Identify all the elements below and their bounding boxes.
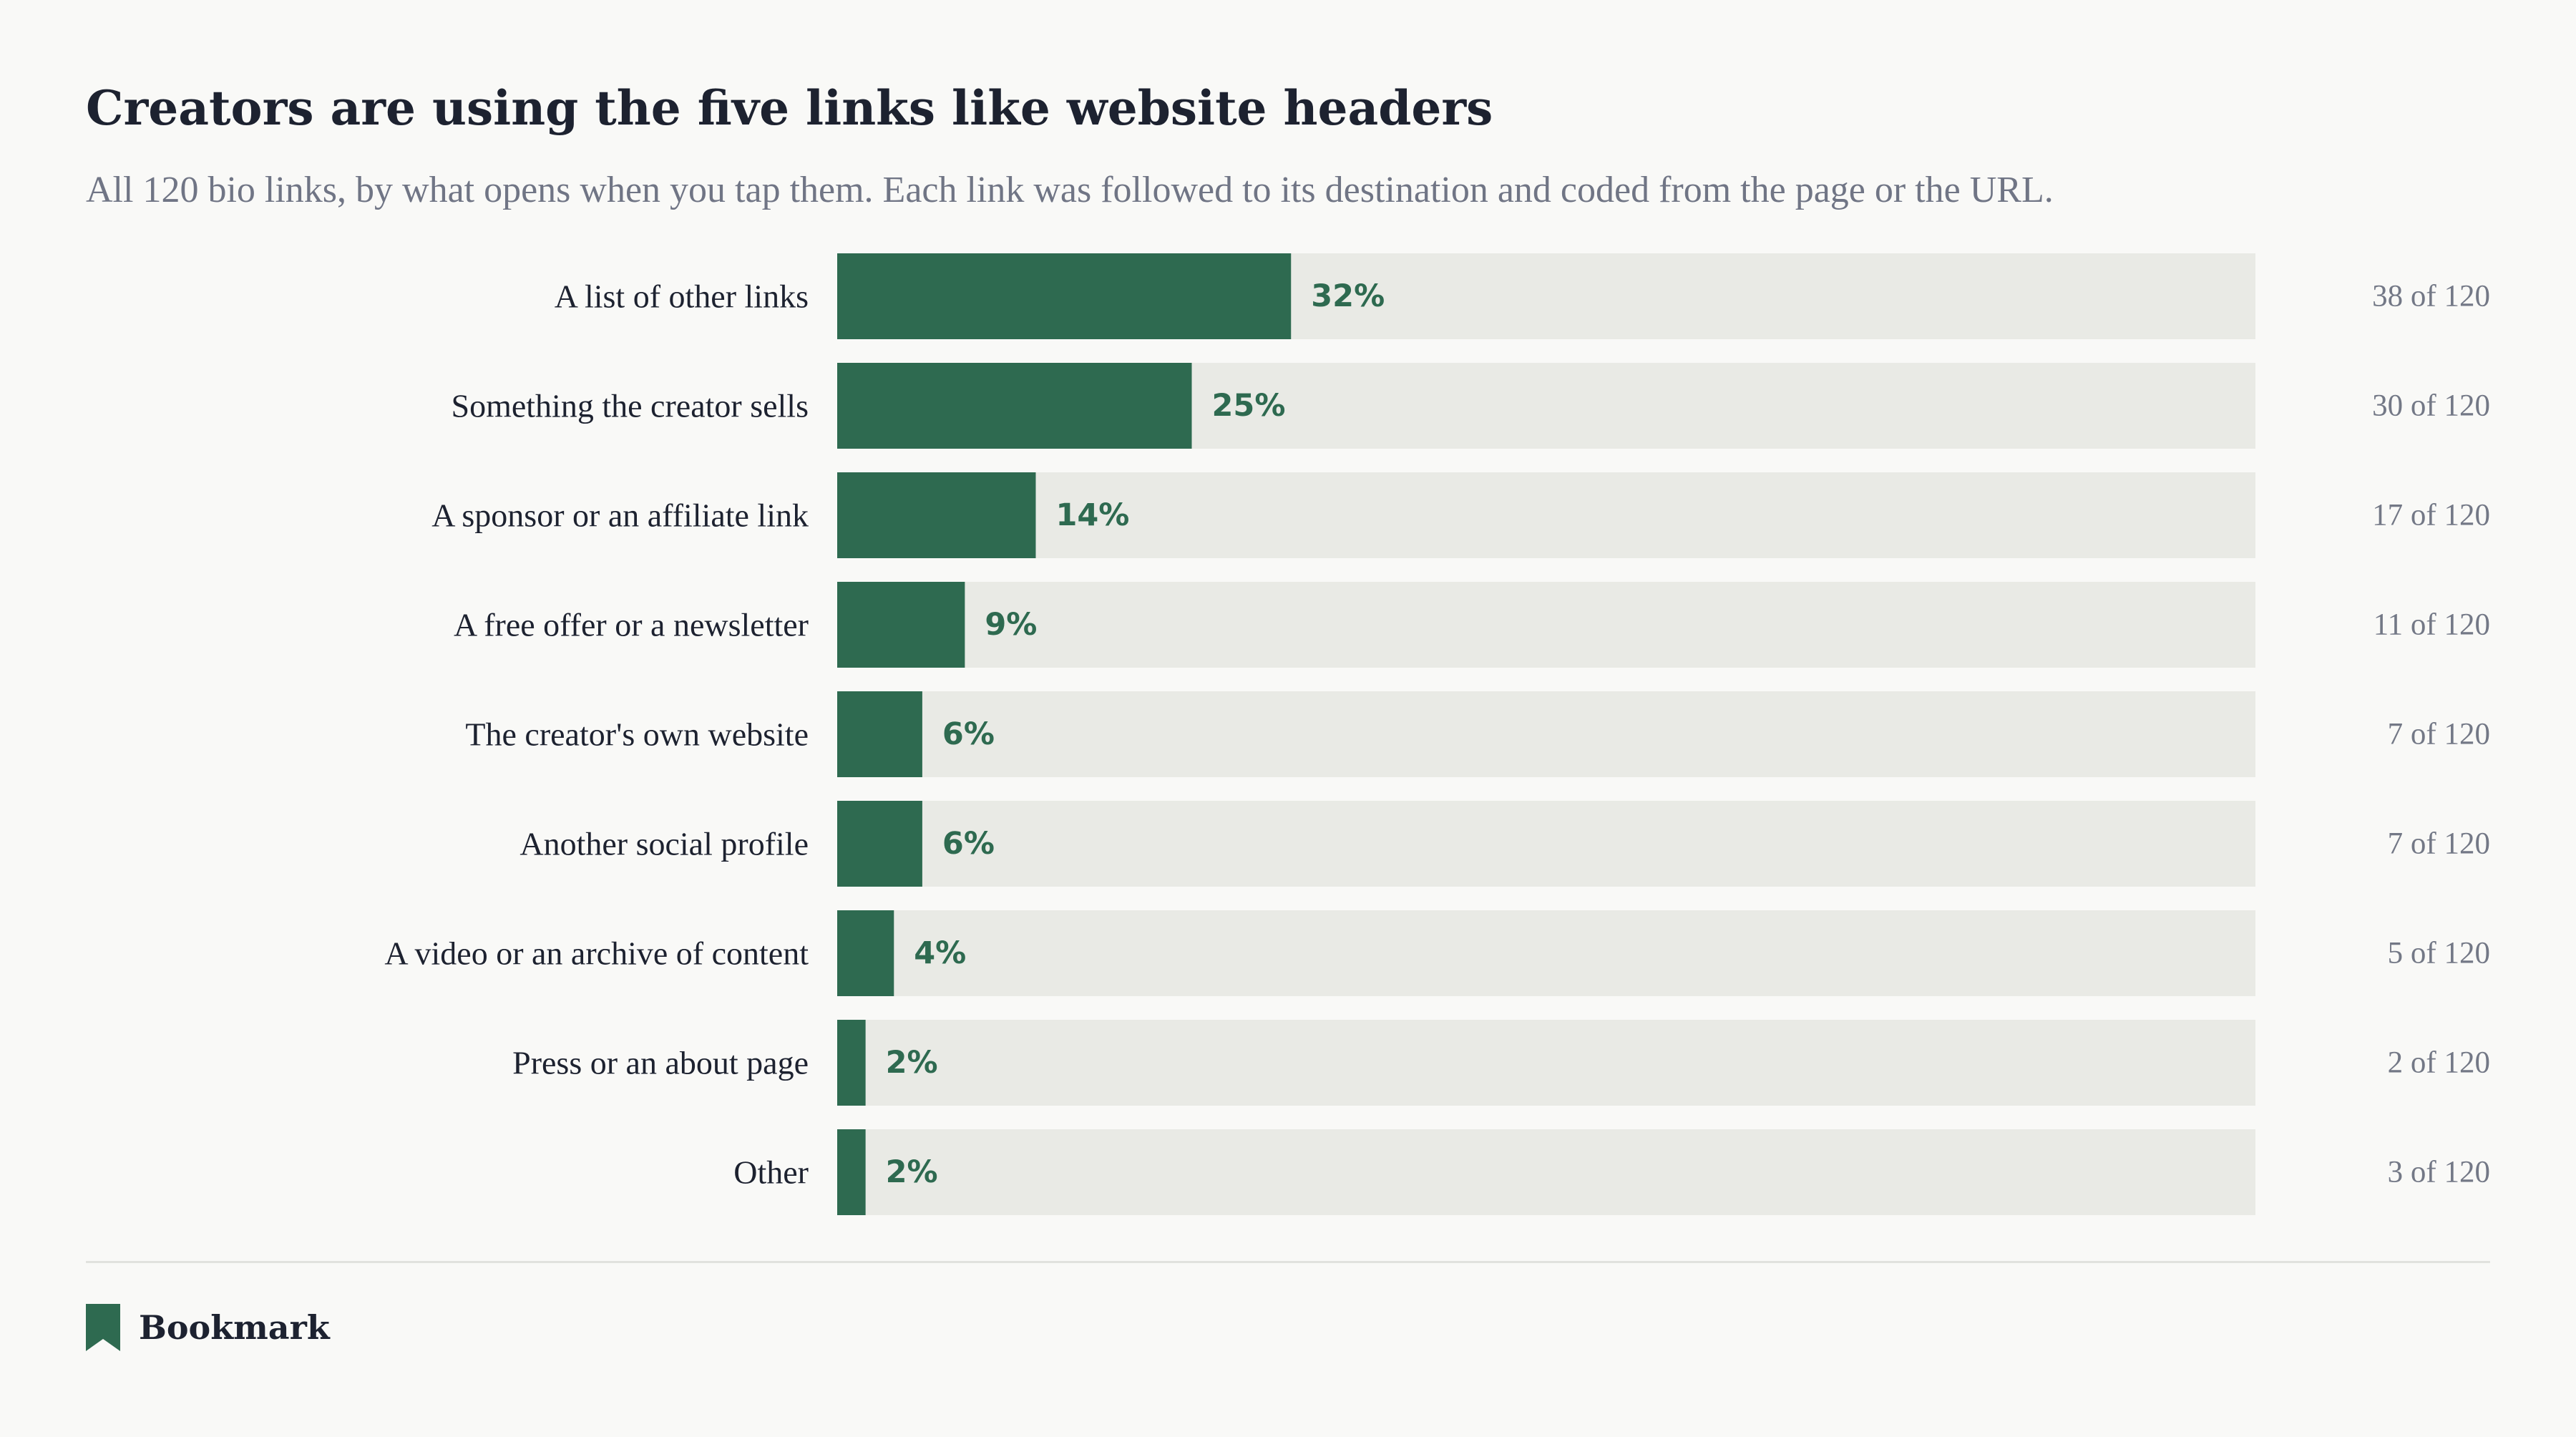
bar [837, 1020, 866, 1106]
value-label: 2% [886, 1045, 938, 1081]
category-label: A free offer or a newsletter [454, 607, 809, 643]
value-label: 2% [886, 1154, 938, 1190]
category-label: A video or an archive of content [384, 935, 809, 972]
chart-subtitle: All 120 bio links, by what opens when yo… [86, 170, 2054, 210]
bookmark-icon-shape [86, 1304, 120, 1351]
value-label: 32% [1311, 278, 1385, 314]
category-label: Another social profile [519, 826, 809, 862]
bar-track [837, 1129, 2255, 1215]
bookmark-icon [86, 1304, 120, 1351]
count-label: 7 of 120 [2388, 827, 2490, 861]
count-label: 30 of 120 [2372, 389, 2490, 423]
bar [837, 363, 1192, 449]
category-label: A sponsor or an affiliate link [431, 497, 809, 534]
bar [837, 1129, 866, 1215]
value-label: 4% [914, 935, 966, 971]
brand-footer: Bookmark [86, 1304, 330, 1351]
bar-chart: A list of other links 32% 38 of 120 Somethi… [384, 253, 2490, 1215]
category-label: Something the creator sells [452, 388, 809, 424]
bar-track [837, 910, 2255, 996]
value-label: 9% [985, 607, 1037, 643]
bar [837, 801, 922, 887]
category-label: Press or an about page [512, 1045, 809, 1081]
bar [837, 253, 1292, 339]
bar [837, 910, 894, 996]
bar-track [837, 582, 2255, 668]
bar-track [837, 472, 2255, 558]
bar-track [837, 1020, 2255, 1106]
count-label: 3 of 120 [2388, 1156, 2490, 1189]
bar-track [837, 691, 2255, 777]
bar-track [837, 801, 2255, 887]
category-label: The creator's own website [465, 716, 809, 753]
count-label: 5 of 120 [2388, 937, 2490, 970]
category-label: A list of other links [555, 278, 809, 315]
chart-title: Creators are using the five links like w… [86, 80, 1493, 136]
bar [837, 582, 965, 668]
value-label: 25% [1212, 388, 1286, 424]
count-label: 17 of 120 [2372, 499, 2490, 532]
count-label: 7 of 120 [2388, 718, 2490, 751]
value-label: 6% [942, 826, 995, 862]
count-label: 11 of 120 [2373, 608, 2490, 642]
value-label: 14% [1055, 497, 1129, 533]
count-label: 38 of 120 [2372, 280, 2490, 313]
footer-divider [86, 1261, 2490, 1263]
category-label: Other [733, 1154, 809, 1191]
bar [837, 472, 1036, 558]
brand-name: Bookmark [139, 1308, 330, 1347]
count-label: 2 of 120 [2388, 1046, 2490, 1080]
value-label: 6% [942, 716, 995, 752]
bar [837, 691, 922, 777]
